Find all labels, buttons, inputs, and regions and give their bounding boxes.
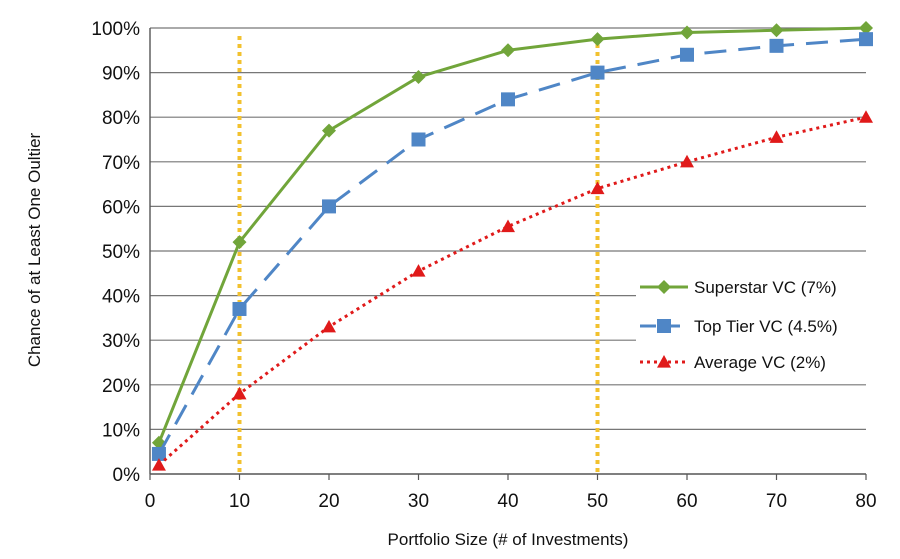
data-point — [859, 21, 873, 35]
data-point — [411, 132, 426, 147]
y-tick-label: 80% — [102, 108, 140, 129]
data-point — [501, 43, 515, 58]
data-point — [322, 123, 336, 138]
x-tick-label: 20 — [318, 491, 339, 512]
data-point — [590, 181, 605, 195]
series-lines — [151, 21, 873, 471]
data-point — [859, 110, 873, 123]
data-point — [322, 199, 336, 214]
data-point — [680, 47, 694, 62]
y-tick-label: 50% — [102, 242, 140, 263]
x-tick-label: 50 — [587, 491, 608, 512]
legend-label: Superstar VC (7%) — [694, 278, 837, 297]
y-tick-label: 100% — [91, 19, 140, 40]
data-point — [859, 32, 873, 47]
x-tick-label: 0 — [145, 491, 156, 512]
data-point — [411, 70, 426, 85]
x-tick-labels: 0 10 20 30 40 50 60 70 80 — [145, 491, 877, 512]
series-line — [157, 26, 867, 444]
legend-marker — [657, 280, 671, 294]
y-tick-label: 40% — [102, 287, 140, 308]
series-diamond — [151, 21, 873, 450]
y-tick-labels: 0% 10% 20% 30% 40% 50% 60% 70% 80% 90% 100% — [91, 19, 140, 486]
y-tick-label: 70% — [102, 153, 140, 174]
data-point — [769, 23, 784, 38]
data-point — [411, 264, 426, 277]
series-triangle — [151, 110, 873, 471]
data-point — [232, 301, 247, 316]
data-point — [590, 65, 605, 80]
legend: Superstar VC (7%) Top Tier VC (4.5%) Avera… — [636, 268, 866, 380]
data-point — [680, 154, 694, 168]
y-tick-label: 60% — [102, 197, 140, 218]
data-point — [680, 25, 694, 40]
x-tick-label: 10 — [229, 491, 250, 512]
data-point — [769, 38, 784, 53]
data-point — [590, 32, 605, 47]
data-point — [151, 458, 166, 471]
y-tick-label: 90% — [102, 64, 140, 85]
y-tick-label: 20% — [102, 376, 140, 397]
y-tick-label: 10% — [102, 420, 140, 441]
y-tick-label: 30% — [102, 331, 140, 352]
axes — [149, 28, 867, 480]
x-axis-label: Portfolio Size (# of Investments) — [388, 530, 629, 549]
x-tick-label: 70 — [766, 491, 787, 512]
reference-lines — [237, 36, 600, 474]
y-tick-label: 0% — [113, 465, 141, 486]
x-tick-label: 40 — [497, 491, 518, 512]
data-point — [769, 130, 784, 143]
y-axis-label: Chance of at Least One Oultier — [25, 132, 44, 367]
data-point — [322, 319, 336, 333]
legend-marker — [657, 319, 671, 333]
x-tick-label: 30 — [408, 491, 429, 512]
x-tick-label: 60 — [676, 491, 697, 512]
data-point — [501, 92, 515, 107]
series-square — [151, 32, 873, 461]
data-point — [151, 446, 166, 461]
data-point — [501, 219, 515, 233]
x-tick-label: 80 — [855, 491, 876, 512]
data-point — [232, 235, 247, 250]
legend-marker — [657, 355, 671, 368]
legend-label: Top Tier VC (4.5%) — [694, 317, 838, 336]
legend-label: Average VC (2%) — [694, 353, 826, 372]
data-point — [232, 386, 247, 400]
